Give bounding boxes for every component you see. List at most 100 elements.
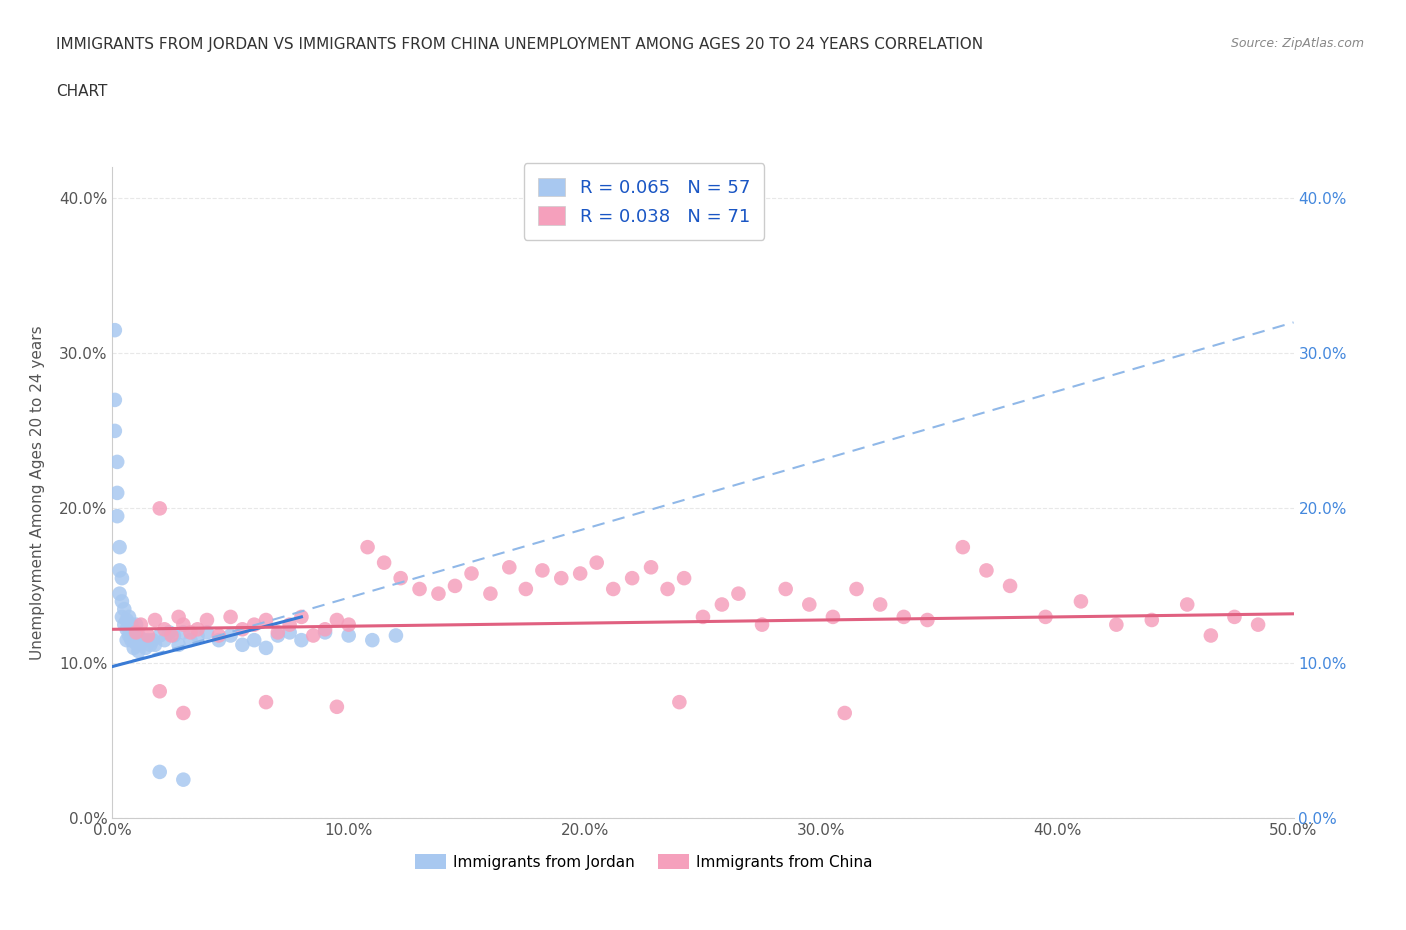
Point [104, 423, 127, 438]
Point [208, 628, 231, 643]
Point [1140, 613, 1163, 628]
Point [893, 609, 915, 624]
Point [385, 628, 408, 643]
Point [254, 641, 277, 656]
Text: IMMIGRANTS FROM JORDAN VS IMMIGRANTS FROM CHINA UNEMPLOYMENT AMONG AGES 20 TO 24: IMMIGRANTS FROM JORDAN VS IMMIGRANTS FRO… [56, 37, 983, 52]
Point [112, 602, 135, 617]
Text: Source: ZipAtlas.com: Source: ZipAtlas.com [1230, 37, 1364, 50]
Point [515, 581, 537, 596]
Point [115, 622, 138, 637]
Point [254, 695, 277, 710]
Point [172, 625, 194, 640]
Point [1070, 594, 1092, 609]
Point [115, 613, 138, 628]
Point [115, 632, 138, 647]
Point [167, 637, 190, 652]
Point [149, 501, 172, 516]
Point [692, 609, 714, 624]
Point [143, 637, 166, 652]
Point [231, 622, 253, 637]
Y-axis label: Unemployment Among Ages 20 to 24 years: Unemployment Among Ages 20 to 24 years [31, 326, 45, 660]
Point [952, 539, 974, 554]
Point [186, 622, 208, 637]
Point [157, 625, 180, 640]
Point [172, 772, 194, 787]
Point [105, 455, 128, 470]
Point [105, 485, 128, 500]
Point [139, 637, 162, 652]
Point [710, 597, 733, 612]
Point [254, 613, 277, 628]
Point [243, 632, 266, 647]
Point [799, 597, 821, 612]
Point [373, 555, 395, 570]
Point [998, 578, 1021, 593]
Text: CHART: CHART [56, 84, 108, 99]
Point [195, 613, 218, 628]
Point [326, 613, 349, 628]
Point [127, 628, 149, 643]
Point [136, 632, 159, 647]
Point [219, 628, 242, 643]
Point [105, 509, 128, 524]
Point [163, 628, 186, 643]
Point [219, 609, 242, 624]
Point [149, 628, 172, 643]
Point [498, 560, 520, 575]
Point [135, 641, 157, 656]
Point [673, 571, 696, 586]
Point [104, 323, 127, 338]
Point [460, 566, 482, 581]
Point [1105, 618, 1128, 632]
Point [149, 684, 172, 698]
Point [208, 632, 231, 647]
Point [602, 581, 624, 596]
Point [834, 706, 856, 721]
Point [108, 563, 131, 578]
Point [122, 625, 145, 640]
Point [149, 764, 172, 779]
Point [125, 636, 148, 651]
Point [1223, 609, 1246, 624]
Point [142, 632, 165, 647]
Point [917, 613, 939, 628]
Point [231, 637, 253, 652]
Point [278, 618, 301, 632]
Point [727, 586, 749, 601]
Point [129, 636, 152, 651]
Point [427, 586, 450, 601]
Point [278, 625, 301, 640]
Point [111, 609, 134, 624]
Point [314, 622, 336, 637]
Point [1199, 628, 1222, 643]
Point [751, 618, 773, 632]
Point [108, 586, 131, 601]
Point [389, 571, 412, 586]
Point [179, 632, 201, 647]
Point [129, 618, 152, 632]
Point [337, 628, 360, 643]
Point [243, 618, 266, 632]
Point [104, 392, 127, 407]
Point [172, 706, 194, 721]
Point [125, 618, 148, 632]
Point [337, 618, 360, 632]
Point [361, 632, 384, 647]
Point [195, 625, 218, 640]
Point [550, 571, 572, 586]
Point [125, 625, 148, 640]
Point [640, 560, 662, 575]
Point [845, 581, 868, 596]
Point [172, 618, 194, 632]
Point [267, 625, 290, 640]
Point [408, 581, 430, 596]
Point [621, 571, 644, 586]
Point [118, 609, 141, 624]
Point [179, 625, 201, 640]
Point [976, 563, 998, 578]
Point [153, 622, 176, 637]
Point [356, 539, 378, 554]
Point [1035, 609, 1057, 624]
Point [479, 586, 502, 601]
Point [136, 628, 159, 643]
